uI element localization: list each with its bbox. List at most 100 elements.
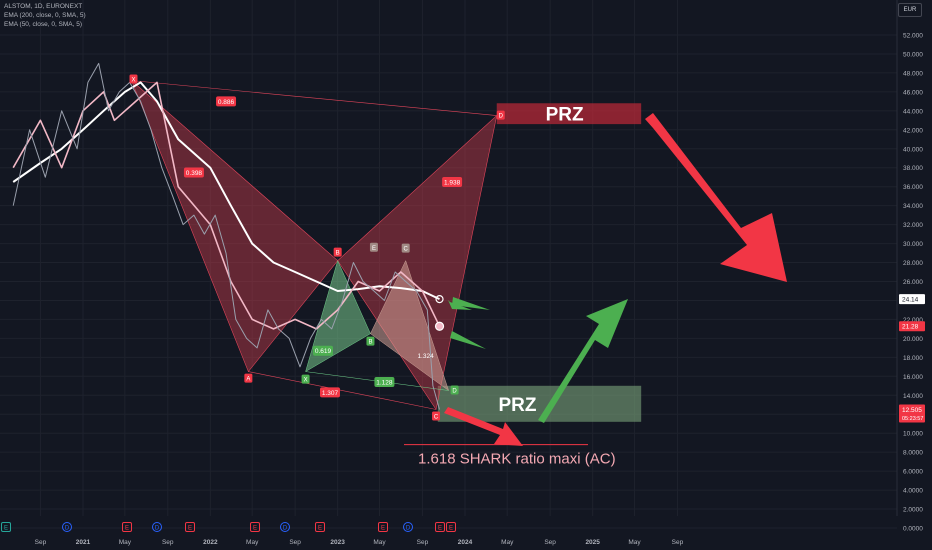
y-tick-label: 20.000: [903, 336, 923, 343]
harmonic-patterns: [131, 80, 498, 411]
x-tick-label: May: [501, 539, 514, 546]
pattern-point-x-box: [129, 74, 138, 84]
x-tick-label: Sep: [417, 539, 429, 546]
y-tick-label: 10.000: [903, 431, 923, 438]
y-tick-label: 14.000: [903, 393, 923, 400]
y-tick-label: 40.000: [903, 146, 923, 153]
symbol-title: ALSTOM, 1D, EURONEXT: [4, 3, 83, 10]
pattern-line-xd: [131, 80, 497, 116]
annotation-arrows: [404, 113, 787, 446]
event-icon-letter: D: [155, 525, 160, 531]
event-dividend-icon: [152, 522, 162, 532]
inner-triangle-bcd: [370, 259, 450, 392]
inner-point-b: B: [368, 340, 372, 346]
x-tick-label: 2024: [458, 539, 473, 546]
ratio-label-bg: [183, 167, 204, 178]
price-label-bg-0: [899, 294, 925, 305]
y-tick-label: 38.000: [903, 165, 923, 172]
inner-point-e: E: [372, 246, 376, 252]
x-tick-label: 2022: [203, 539, 218, 546]
ema200-end-marker: [435, 295, 444, 304]
y-tick-label: 34.000: [903, 203, 923, 210]
price-label-0: 24.14: [902, 297, 919, 304]
pattern-point-d: D: [499, 114, 504, 120]
event-icon-letter: E: [438, 525, 442, 531]
x-tick-label: Sep: [35, 539, 47, 546]
price-label-bg-1: [899, 321, 925, 332]
prz-zones: PRZ PRZ: [437, 103, 642, 422]
series-line-2: [12, 62, 440, 410]
pattern-point-a-box: [244, 373, 253, 383]
ratio-label: 1.307: [322, 390, 339, 397]
event-icon-letter: E: [4, 525, 8, 531]
y-tick-label: 2.0000: [903, 507, 923, 514]
y-tick-label: 52.000: [903, 33, 923, 40]
pattern-point-d-box: [496, 110, 505, 120]
x-tick-label: May: [628, 539, 641, 546]
y-tick-label: 48.000: [903, 70, 923, 77]
y-tick-label: 0.0000: [903, 526, 923, 533]
y-tick-label: 50.000: [903, 51, 923, 58]
pattern-point-a: A: [246, 377, 250, 383]
arrow-red-small: [444, 407, 523, 446]
event-icon-letter: E: [381, 525, 385, 531]
inner-point-c: C: [404, 247, 409, 253]
y-tick-label: 16.000: [903, 374, 923, 381]
inner-point-x: X: [304, 378, 308, 384]
event-earnings-icon: [250, 522, 260, 532]
prz-zone-lower: [437, 385, 642, 422]
event-earnings-icon: [378, 522, 388, 532]
chart-labels: X A B C D X B C D E 0.886 0.398 1.938 0.619 1.128 1.307…: [129, 74, 616, 468]
x-tick-label: Sep: [544, 539, 556, 546]
event-earnings-icon: [185, 522, 195, 532]
indicator-ema-50[interactable]: EMA (50, close, 0, SMA, 5): [4, 21, 83, 28]
ratio-label: 1.128: [376, 379, 393, 386]
ratio-label-bg: [313, 345, 334, 356]
inner-point-c-box: [401, 243, 410, 253]
event-icon-letter: D: [283, 525, 288, 531]
ratio-label: 0.886: [218, 99, 235, 106]
series-line-1: [12, 81, 441, 330]
ratio-label-bg: [216, 96, 237, 107]
y-tick-label: 8.0000: [903, 450, 923, 457]
ratio-label: 1.938: [444, 179, 461, 186]
arrow-green-small-2: [452, 297, 490, 310]
prz-label-lower: PRZ: [498, 395, 536, 416]
pattern-point-c-box: [432, 411, 441, 421]
price-label-2: 12.505: [902, 407, 922, 414]
event-icon-letter: E: [449, 525, 453, 531]
indicator-ema-200[interactable]: EMA (200, close, 0, SMA, 5): [4, 12, 86, 19]
price-label-1: 21.28: [902, 324, 919, 331]
inner-point-x-box: [301, 374, 310, 384]
y-tick-label: 42.000: [903, 127, 923, 134]
arrow-green-large: [538, 299, 628, 423]
pattern-line-ac: [248, 371, 437, 410]
currency-button[interactable]: EUR: [898, 3, 922, 17]
inner-point-d-box: [450, 385, 459, 395]
y-tick-label: 36.000: [903, 184, 923, 191]
event-icon-letter: E: [188, 525, 192, 531]
event-icon-letter: D: [65, 525, 70, 531]
x-tick-label: Sep: [289, 539, 301, 546]
x-tick-label: May: [119, 539, 132, 546]
price-countdown: 05:23:57: [902, 416, 923, 422]
ratio-label-bg: [319, 387, 340, 398]
event-earnings-icon: [122, 522, 132, 532]
inner-point-b-box: [366, 336, 375, 346]
arrow-green-small-1: [448, 300, 472, 310]
x-tick-label: 2025: [585, 539, 600, 546]
inner-point-e-box: [369, 242, 378, 252]
x-tick-label: May: [373, 539, 386, 546]
y-tick-label: 44.000: [903, 108, 923, 115]
ratio-label-bg: [374, 376, 395, 387]
y-tick-label: 6.0000: [903, 469, 923, 476]
event-icon-letter: E: [125, 525, 129, 531]
event-earnings-icon: [1, 522, 11, 532]
event-dividend-icon: [62, 522, 72, 532]
event-earnings-icon: [435, 522, 445, 532]
pattern-point-c: C: [434, 414, 439, 420]
ema50-end-marker: [434, 321, 445, 331]
event-earnings-icon: [446, 522, 456, 532]
